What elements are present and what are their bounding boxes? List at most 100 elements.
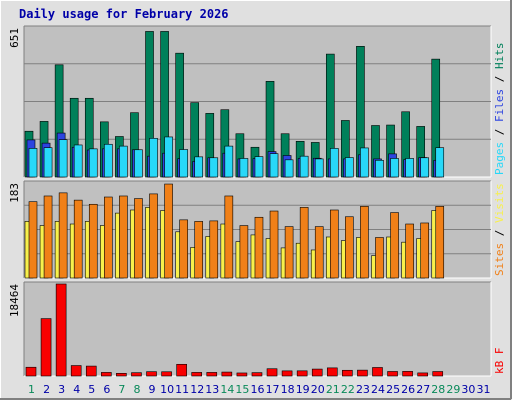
bar-pages-day-21 xyxy=(329,148,339,178)
bar-sites-day-12 xyxy=(194,221,204,279)
bar-pages-day-4 xyxy=(73,144,83,178)
bar-pages-day-15 xyxy=(239,158,249,178)
chart-title: Daily usage for February 2026 xyxy=(19,7,229,21)
bar-sites-day-25 xyxy=(390,212,399,279)
bar-kb-f-day-13 xyxy=(206,372,218,377)
day-label-13: 13 xyxy=(205,383,219,396)
bar-sites-day-26 xyxy=(405,223,414,279)
bar-pages-day-5 xyxy=(88,148,98,178)
bar-sites-day-22 xyxy=(345,216,354,279)
bar-sites-day-23 xyxy=(360,206,369,279)
day-label-20: 20 xyxy=(311,383,325,396)
bar-kb-f-day-10 xyxy=(161,371,172,377)
day-label-6: 6 xyxy=(103,383,110,396)
bar-pages-day-16 xyxy=(254,156,264,178)
bar-kb-f-day-7 xyxy=(116,373,127,377)
bar-sites-day-28 xyxy=(435,206,445,279)
bar-sites-day-19 xyxy=(299,207,309,279)
bar-kb-f-day-5 xyxy=(85,365,97,377)
day-label-5: 5 xyxy=(88,383,95,396)
day-label-31: 31 xyxy=(476,383,490,396)
legend-entry-sites: Sites xyxy=(493,243,506,276)
panel-kbytes: 18464 kB F xyxy=(8,281,506,377)
ymax-label: 651 xyxy=(8,28,21,48)
bar-sites-day-27 xyxy=(420,222,429,279)
bar-kb-f-day-3 xyxy=(55,283,67,377)
bar-pages-day-13 xyxy=(209,157,219,178)
bar-sites-day-17 xyxy=(269,210,279,279)
bar-pages-day-25 xyxy=(390,158,399,178)
legend-entry-files: Files xyxy=(493,89,506,122)
bar-pages-day-18 xyxy=(284,159,294,178)
bar-kb-f-day-2 xyxy=(40,318,52,377)
bar-pages-day-22 xyxy=(345,157,354,178)
bar-pages-day-8 xyxy=(134,149,143,178)
day-label-30: 30 xyxy=(461,383,475,396)
bar-sites-day-5 xyxy=(88,203,98,279)
legend-visits-sites: Sites / Visits xyxy=(493,183,506,276)
bar-kb-f-day-4 xyxy=(70,365,82,377)
legend-entry-pages: Pages xyxy=(493,142,506,175)
bar-kb-f-day-14 xyxy=(221,371,233,377)
bar-sites-day-13 xyxy=(209,220,219,279)
day-label-25: 25 xyxy=(386,383,400,396)
bar-kb-f-day-8 xyxy=(131,372,142,377)
day-label-21: 21 xyxy=(326,383,340,396)
bar-pages-day-14 xyxy=(224,145,234,178)
bar-sites-day-10 xyxy=(164,183,173,279)
day-label-18: 18 xyxy=(281,383,295,396)
day-label-14: 14 xyxy=(220,383,234,396)
panel-visits-sites: 183 Sites / Visits xyxy=(8,180,506,279)
day-label-28: 28 xyxy=(431,383,445,396)
bar-sites-day-8 xyxy=(134,198,143,279)
bar-kb-f-day-16 xyxy=(251,372,263,377)
day-label-19: 19 xyxy=(296,383,310,396)
day-label-1: 1 xyxy=(28,383,35,396)
bar-kb-f-day-11 xyxy=(176,363,187,377)
ymax-label: 18464 xyxy=(8,284,21,317)
bar-kb-f-day-24 xyxy=(372,367,383,377)
day-label-15: 15 xyxy=(235,383,249,396)
bar-sites-day-9 xyxy=(149,193,158,279)
panel-hits-files-pages: 651 Pages / Files / Hits xyxy=(8,25,506,178)
legend-entry-visits: Visits xyxy=(493,183,506,223)
legend-kbytes: kB F xyxy=(493,348,506,375)
day-labels: 1 2 3 4 5 6 7 8 9 10 11 12 13 14 15 16 17 18 19 20 21 22 23 24 2… xyxy=(28,383,490,396)
bar-sites-day-4 xyxy=(73,199,83,279)
bar-pages-day-26 xyxy=(405,158,414,178)
day-label-16: 16 xyxy=(251,383,265,396)
bar-pages-day-28 xyxy=(435,147,445,178)
bar-kb-f-day-9 xyxy=(146,371,157,377)
bar-pages-day-19 xyxy=(299,155,309,178)
bar-sites-day-6 xyxy=(104,196,113,279)
day-label-22: 22 xyxy=(341,383,355,396)
legend-entry-kb-f: kB F xyxy=(493,348,506,375)
bar-kb-f-day-6 xyxy=(101,372,112,377)
day-label-17: 17 xyxy=(266,383,280,396)
bar-kb-f-day-12 xyxy=(191,372,203,377)
day-label-8: 8 xyxy=(133,383,140,396)
chart-panels: 651 Pages / Files / Hits 183 Sites / Visits… xyxy=(8,25,506,377)
bar-sites-day-18 xyxy=(284,226,294,279)
bar-pages-day-1 xyxy=(28,148,38,178)
day-label-3: 3 xyxy=(58,383,65,396)
day-label-26: 26 xyxy=(401,383,415,396)
bar-kb-f-day-20 xyxy=(311,368,323,377)
day-label-11: 11 xyxy=(175,383,189,396)
legend-entry-hits: Hits xyxy=(493,43,506,70)
bar-kb-f-day-21 xyxy=(326,367,338,377)
bar-pages-day-12 xyxy=(194,156,204,178)
day-label-4: 4 xyxy=(73,383,80,396)
bar-pages-day-6 xyxy=(104,143,113,178)
day-label-10: 10 xyxy=(160,383,174,396)
legend-hits-files-pages: Pages / Files / Hits xyxy=(493,43,506,176)
bar-kb-f-day-1 xyxy=(25,366,37,377)
bar-kb-f-day-25 xyxy=(387,371,398,377)
bar-kb-f-day-15 xyxy=(236,372,248,377)
bar-sites-day-2 xyxy=(43,195,53,279)
bar-kb-f-day-23 xyxy=(357,369,368,377)
bar-sites-day-24 xyxy=(375,237,384,279)
day-label-23: 23 xyxy=(356,383,370,396)
